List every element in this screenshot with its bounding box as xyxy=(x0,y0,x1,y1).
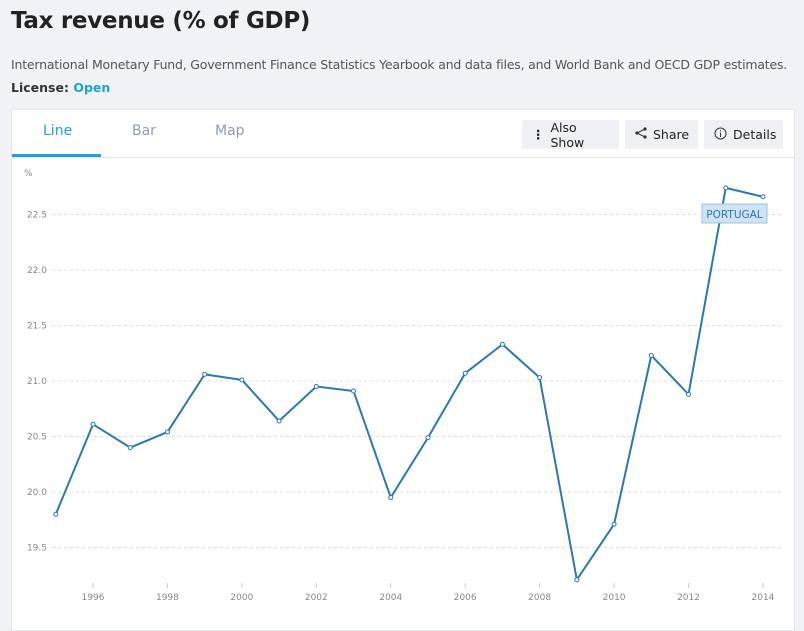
tab-map[interactable]: Map xyxy=(215,123,245,139)
series-label: PORTUGAL xyxy=(706,209,763,221)
info-icon xyxy=(714,127,727,143)
y-tick-label: 20.5 xyxy=(27,433,47,443)
data-point xyxy=(574,577,580,583)
data-point xyxy=(537,375,543,381)
y-tick-label: 20.0 xyxy=(27,488,47,498)
data-point xyxy=(723,185,729,191)
data-point xyxy=(351,388,357,394)
x-tick-label: 2004 xyxy=(379,593,402,603)
chart-card: Line Bar Map ⋮ Also Show Share Details xyxy=(11,109,795,631)
data-point xyxy=(425,435,431,441)
data-point xyxy=(164,429,170,435)
data-point xyxy=(313,384,319,390)
tab-bar[interactable]: Bar xyxy=(132,123,156,139)
tab-line[interactable]: Line xyxy=(43,123,73,139)
data-point xyxy=(648,352,654,358)
data-point xyxy=(127,445,133,451)
data-point xyxy=(239,377,245,383)
data-point xyxy=(760,194,766,200)
x-tick-label: 1996 xyxy=(82,593,105,603)
data-point xyxy=(686,391,692,397)
y-tick-label: 19.5 xyxy=(27,544,47,554)
series-line xyxy=(54,186,764,583)
license-link[interactable]: Open xyxy=(73,80,111,95)
x-tick-label: 2000 xyxy=(230,593,253,603)
x-tick-label: 2002 xyxy=(305,593,328,603)
x-tick-label: 2012 xyxy=(677,593,700,603)
series-label-box xyxy=(701,203,768,224)
y-tick-label: 21.5 xyxy=(27,322,47,332)
x-tick-label: 2006 xyxy=(454,593,477,603)
share-button[interactable]: Share xyxy=(625,120,698,149)
x-tick-label: 1998 xyxy=(156,593,179,603)
y-tick-label: 22.0 xyxy=(27,266,47,276)
source-text: International Monetary Fund, Government … xyxy=(11,57,788,72)
line-chart: % 19.5 20.0 20.5 21.0 21.5 22.0 22.5 1996 1998 200… xyxy=(24,169,783,603)
data-point xyxy=(202,371,208,377)
y-tick-label: 22.5 xyxy=(27,211,47,221)
page-title: Tax revenue (% of GDP) xyxy=(11,8,311,34)
share-label: Share xyxy=(653,127,690,142)
data-point xyxy=(611,521,617,527)
also-show-button[interactable]: ⋮ Also Show xyxy=(522,119,619,150)
data-point xyxy=(499,341,505,347)
data-point xyxy=(53,511,59,517)
details-button[interactable]: Details xyxy=(704,120,783,149)
details-label: Details xyxy=(733,127,777,142)
divider xyxy=(12,157,794,158)
x-tick-label: 2010 xyxy=(603,593,626,603)
data-point xyxy=(462,370,468,376)
data-point xyxy=(276,418,282,424)
share-icon xyxy=(635,127,647,142)
y-tick-label: 21.0 xyxy=(27,377,47,387)
vertical-dots-icon: ⋮ xyxy=(532,127,545,142)
license: License: Open xyxy=(11,80,110,95)
x-tick-label: 2014 xyxy=(752,593,775,603)
data-point xyxy=(90,421,96,427)
active-tab-indicator xyxy=(12,154,101,157)
y-axis-unit: % xyxy=(24,169,33,179)
x-tick-label: 2008 xyxy=(528,593,551,603)
also-show-label: Also Show xyxy=(550,119,585,150)
data-point xyxy=(388,495,394,501)
license-label: License: xyxy=(11,80,69,95)
